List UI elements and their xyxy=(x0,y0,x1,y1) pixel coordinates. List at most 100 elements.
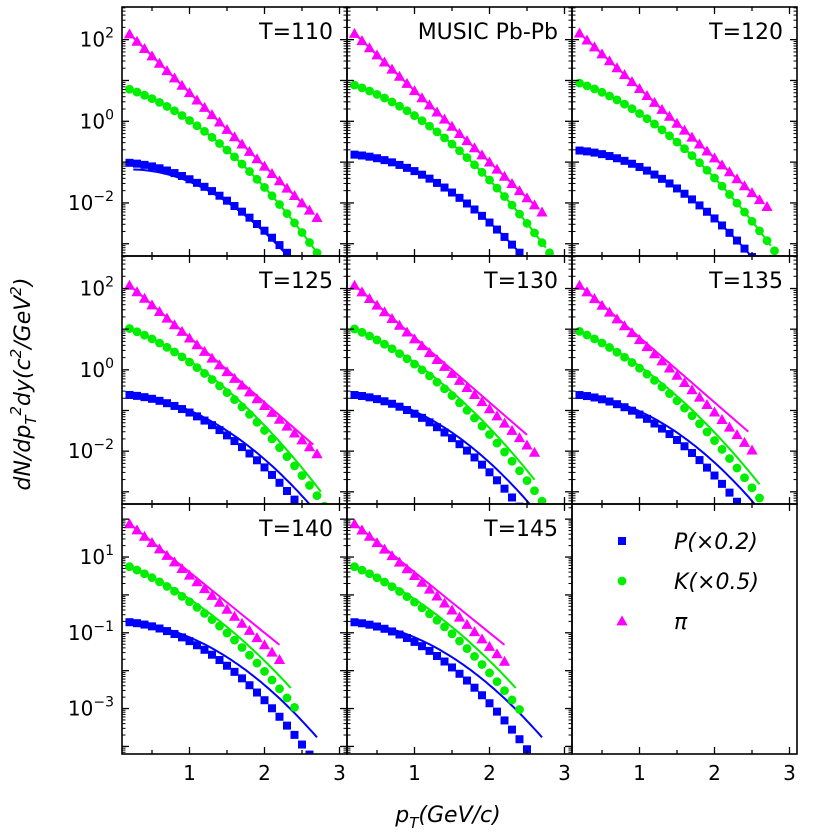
point-pion xyxy=(438,597,451,608)
point-proton xyxy=(395,630,404,639)
point-kaon xyxy=(252,417,262,427)
point-proton xyxy=(695,456,704,465)
point-proton xyxy=(358,391,366,400)
point-pion xyxy=(491,163,503,174)
point-pion xyxy=(701,399,713,410)
point-proton xyxy=(238,674,246,683)
point-proton xyxy=(538,767,546,775)
x-axis-label: pT(GeV/c) xyxy=(394,803,500,832)
point-kaon xyxy=(410,111,419,120)
point-kaon xyxy=(447,139,457,149)
point-proton xyxy=(440,183,449,192)
point-kaon xyxy=(732,463,742,473)
point-proton xyxy=(725,228,734,237)
point-proton xyxy=(688,448,696,457)
point-pion xyxy=(363,530,376,541)
point-pion xyxy=(746,187,758,198)
point-kaon xyxy=(440,133,449,143)
point-pion xyxy=(251,393,263,404)
point-kaon xyxy=(522,476,532,486)
point-pion xyxy=(656,103,668,114)
legend-label-kaon: K(×0.5) xyxy=(674,570,759,595)
point-proton xyxy=(748,517,756,525)
point-pion xyxy=(438,360,451,371)
point-proton xyxy=(546,543,554,551)
point-proton xyxy=(380,397,389,406)
point-kaon xyxy=(320,501,329,504)
point-kaon xyxy=(350,324,359,334)
point-proton xyxy=(665,430,674,439)
point-proton xyxy=(380,624,389,633)
point-pion xyxy=(311,212,323,223)
point-kaon xyxy=(222,145,232,155)
point-pion xyxy=(573,27,586,38)
point-kaon xyxy=(207,375,217,384)
point-kaon xyxy=(470,413,479,423)
point-pion xyxy=(176,79,188,90)
point-kaon xyxy=(530,486,539,496)
point-pion xyxy=(363,292,376,303)
point-kaon xyxy=(417,365,427,375)
x-tick-label: 1 xyxy=(408,761,421,785)
point-pion xyxy=(468,142,481,153)
point-kaon xyxy=(290,461,299,471)
point-kaon xyxy=(432,615,442,625)
point-proton xyxy=(418,413,426,422)
point-proton xyxy=(283,248,291,256)
point-kaon xyxy=(395,349,404,358)
point-kaon xyxy=(417,603,427,613)
point-kaon xyxy=(275,443,284,452)
point-kaon xyxy=(740,207,749,217)
point-pion xyxy=(648,96,661,107)
point-proton xyxy=(275,241,284,250)
point-proton xyxy=(260,696,269,705)
point-proton xyxy=(140,393,149,402)
point-proton xyxy=(448,663,456,672)
point-proton xyxy=(478,211,486,220)
point-kaon xyxy=(725,454,734,463)
point-proton xyxy=(170,169,179,178)
point-proton xyxy=(163,627,171,636)
point-proton xyxy=(455,440,464,449)
point-proton xyxy=(463,199,471,208)
point-pion xyxy=(236,617,248,628)
point-pion xyxy=(536,206,548,217)
point-pion xyxy=(258,160,271,171)
point-kaon xyxy=(650,119,659,129)
y-tick-label: 100 xyxy=(80,356,114,382)
point-kaon xyxy=(485,175,494,185)
point-proton xyxy=(155,624,164,633)
point-proton xyxy=(463,446,471,455)
point-kaon xyxy=(515,466,524,476)
point-kaon xyxy=(162,342,172,352)
point-pion xyxy=(221,366,233,377)
point-pion xyxy=(348,27,361,38)
point-kaon xyxy=(770,246,779,256)
point-kaon xyxy=(402,592,412,602)
legend-marker-proton xyxy=(618,537,626,545)
point-proton xyxy=(725,488,734,497)
point-pion xyxy=(198,345,211,356)
point-proton xyxy=(336,555,344,563)
point-kaon xyxy=(455,636,464,646)
point-proton xyxy=(193,178,201,187)
point-proton xyxy=(140,620,149,629)
point-pion xyxy=(431,590,443,601)
point-kaon xyxy=(695,419,704,429)
point-proton xyxy=(515,735,524,744)
point-kaon xyxy=(725,190,734,199)
point-kaon xyxy=(170,106,179,116)
point-pion xyxy=(393,319,406,330)
point-kaon xyxy=(710,173,719,183)
point-pion xyxy=(716,159,728,170)
point-kaon xyxy=(365,331,374,341)
point-proton xyxy=(125,158,134,167)
point-pion xyxy=(656,355,668,366)
point-proton xyxy=(470,453,479,462)
point-kaon xyxy=(230,395,239,404)
point-pion xyxy=(371,49,383,60)
point-pion xyxy=(168,72,181,83)
y-tick-label: 101 xyxy=(80,543,114,569)
point-proton xyxy=(125,390,134,399)
point-kaon xyxy=(642,114,652,124)
